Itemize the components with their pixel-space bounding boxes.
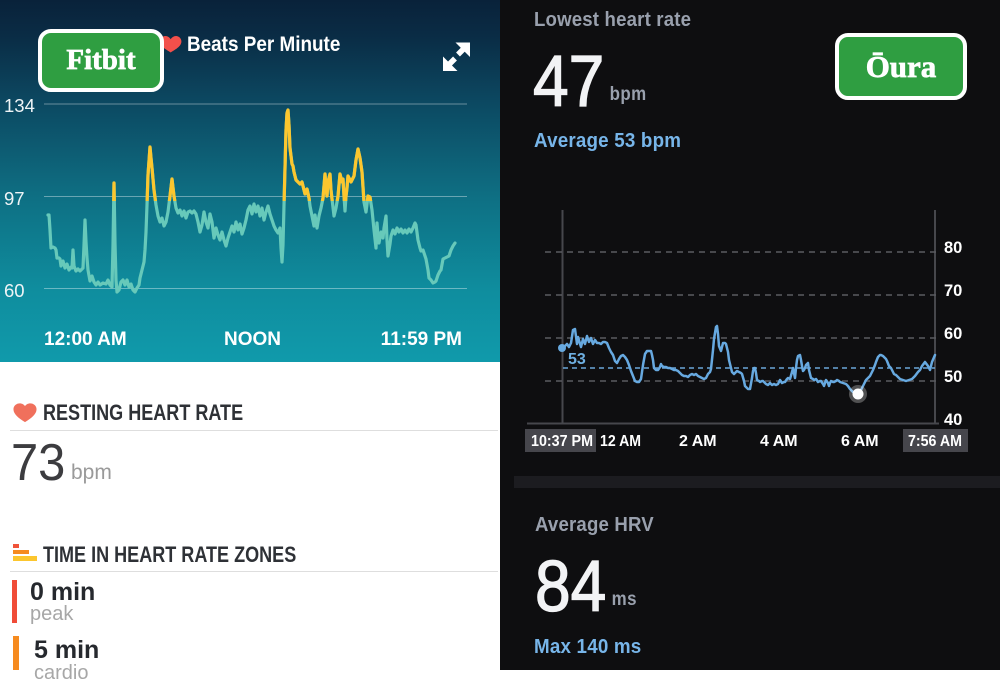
svg-text:60: 60 <box>944 325 962 343</box>
svg-text:50: 50 <box>944 368 962 386</box>
svg-text:40: 40 <box>944 411 962 429</box>
svg-text:12 AM: 12 AM <box>600 433 641 450</box>
svg-text:70: 70 <box>944 282 962 300</box>
svg-text:10:37 PM: 10:37 PM <box>531 433 593 450</box>
svg-text:53: 53 <box>568 351 586 368</box>
svg-text:7:56 AM: 7:56 AM <box>908 433 962 450</box>
svg-text:2 AM: 2 AM <box>679 433 717 450</box>
svg-text:6 AM: 6 AM <box>841 433 879 450</box>
svg-text:4 AM: 4 AM <box>760 433 798 450</box>
svg-text:80: 80 <box>944 239 962 257</box>
